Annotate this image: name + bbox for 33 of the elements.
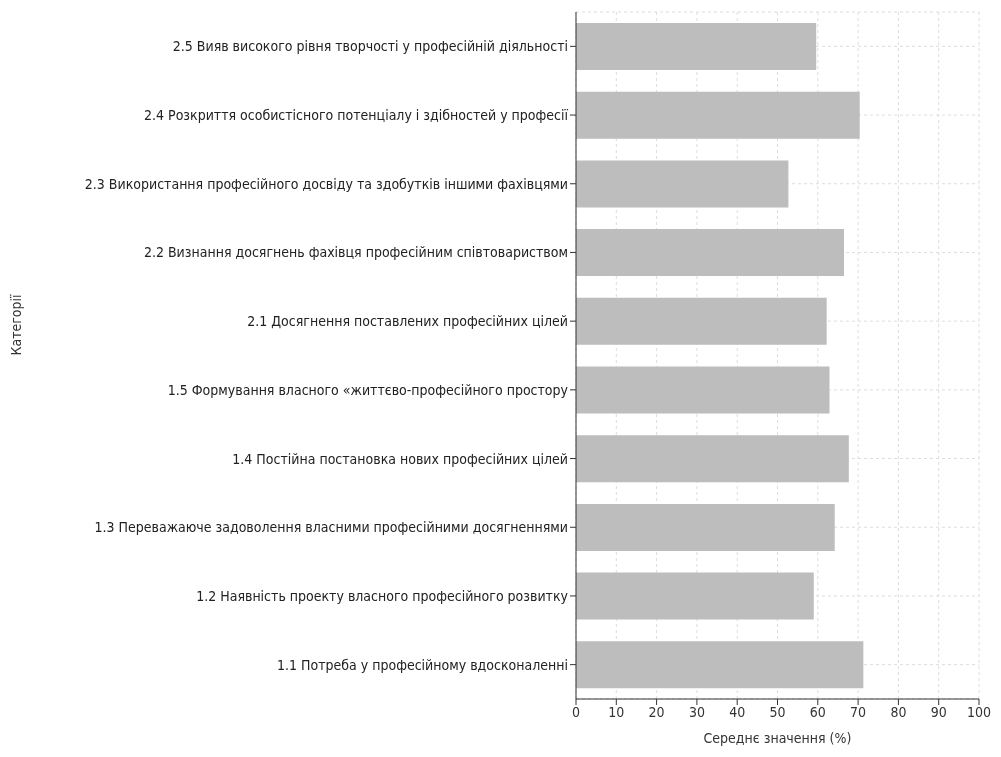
bar bbox=[576, 229, 844, 277]
y-tick-label: 2.5 Вияв високого рівня творчості у професійній діяльності bbox=[172, 38, 568, 55]
y-tick-label: 1.5 Формування власного «життєво-професійного простору bbox=[167, 381, 569, 398]
bar bbox=[576, 641, 864, 689]
bar bbox=[576, 297, 827, 345]
x-tick-label: 40 bbox=[729, 703, 746, 720]
y-tick-label: 2.2 Визнання досягнень фахівця професійним співтовариством bbox=[143, 244, 568, 261]
y-tick-label: 2.3 Використання професійного досвіду та здобутків іншими фахівцями bbox=[84, 175, 568, 192]
x-tick-label: 10 bbox=[608, 703, 625, 720]
x-tick-label: 100 bbox=[966, 703, 992, 720]
x-axis-title: Середнє значення (%) bbox=[703, 730, 852, 746]
x-tick-label: 30 bbox=[688, 703, 705, 720]
bar bbox=[576, 91, 860, 139]
y-tick-label: 2.1 Досягнення поставлених професійних цілей bbox=[247, 313, 568, 330]
bar bbox=[576, 366, 830, 414]
x-tick-label: 90 bbox=[930, 703, 947, 720]
bar bbox=[576, 435, 849, 483]
x-tick-label: 0 bbox=[571, 703, 581, 720]
x-tick-label: 20 bbox=[648, 703, 665, 720]
y-tick-label: 1.4 Постійна постановка нових професійних цілей bbox=[232, 450, 568, 467]
y-axis-title: Категорії bbox=[7, 293, 24, 356]
bar bbox=[576, 503, 835, 551]
y-tick-label: 1.1 Потреба у професійному вдосконаленні bbox=[277, 656, 568, 673]
y-tick-label: 1.3 Переважаюче задоволення власними професійними досягненнями bbox=[94, 519, 568, 536]
x-tick-label: 80 bbox=[890, 703, 907, 720]
x-tick-label: 60 bbox=[809, 703, 826, 720]
bar bbox=[576, 572, 814, 620]
y-tick-label: 2.4 Розкриття особистісного потенціалу і здібностей у професії bbox=[144, 107, 569, 124]
x-tick-label: 50 bbox=[769, 703, 786, 720]
bar bbox=[576, 22, 817, 70]
y-tick-label: 1.2 Наявність проекту власного професійного розвитку bbox=[196, 587, 569, 604]
x-tick-label: 70 bbox=[850, 703, 867, 720]
bar bbox=[576, 160, 789, 208]
